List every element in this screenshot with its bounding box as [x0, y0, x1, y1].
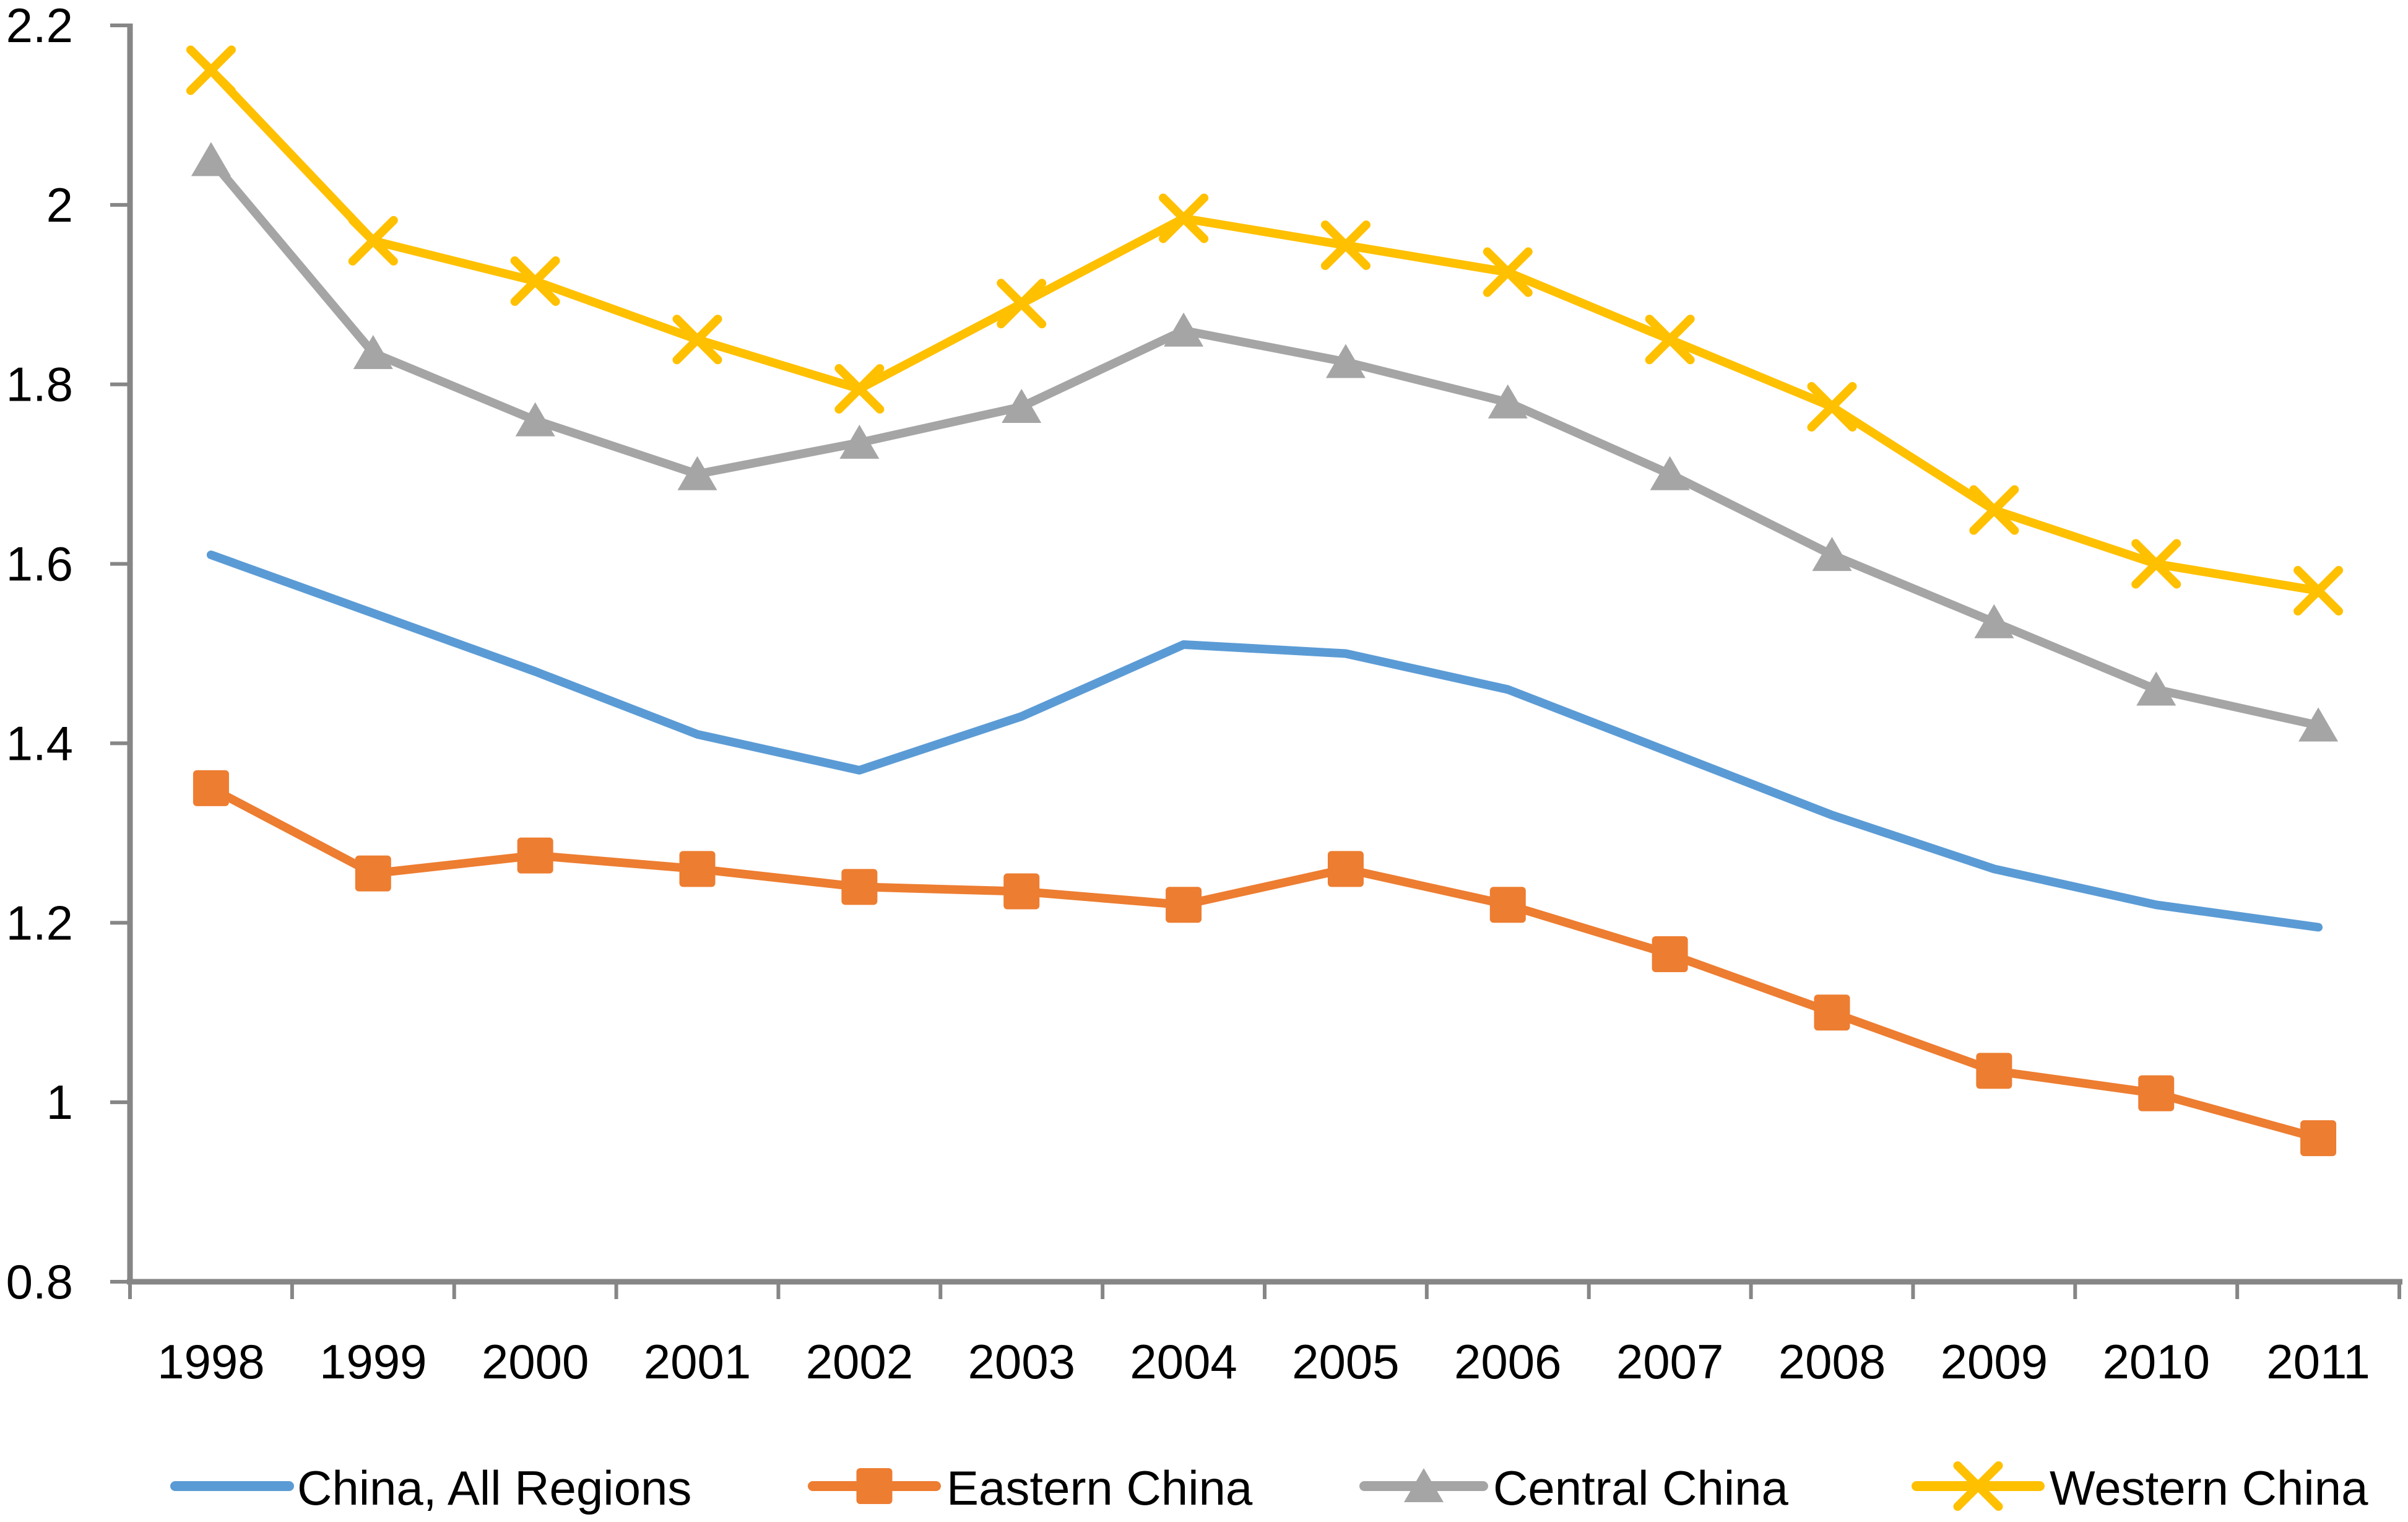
legend-swatch-marker-central-china	[1404, 1468, 1444, 1502]
series-marker-central-china	[677, 456, 717, 490]
legend-swatch-marker-eastern-china	[856, 1468, 893, 1504]
series-marker-central-china	[1488, 384, 1528, 419]
series-marker-western-china	[1969, 485, 2019, 535]
series-marker-eastern-china	[679, 851, 716, 887]
y-tick-label: 1.6	[6, 537, 73, 591]
series-central-china	[191, 142, 2339, 742]
legend-swatch-marker-western-china	[1953, 1461, 2003, 1511]
series-line-central-china	[206, 155, 2323, 730]
series-marker-western-china	[834, 363, 885, 414]
series-marker-western-china	[1159, 193, 1209, 243]
series-marker-eastern-china	[1166, 887, 1202, 923]
series-marker-eastern-china	[1652, 936, 1688, 973]
series-marker-central-china	[1164, 312, 1204, 347]
series-marker-central-china	[1650, 456, 1690, 490]
series-marker-western-china	[2131, 539, 2181, 589]
series-marker-central-china	[515, 402, 555, 437]
legend-item-western-china: Western China	[1912, 1461, 2368, 1515]
legend-item-china-all-regions: China, All Regions	[170, 1461, 691, 1515]
y-tick-label: 2	[46, 178, 73, 232]
y-tick-label: 1.2	[6, 895, 73, 950]
x-tick-label: 2004	[1130, 1334, 1237, 1389]
series-marker-central-china	[353, 334, 393, 369]
x-tick-label: 2000	[482, 1334, 589, 1389]
legend-item-eastern-china: Eastern China	[808, 1461, 1253, 1515]
series-marker-western-china	[1320, 220, 1371, 271]
series-marker-western-china	[2293, 566, 2344, 616]
series-marker-western-china	[510, 256, 560, 307]
series-marker-central-china	[1812, 537, 1852, 572]
x-tick-label: 2009	[1941, 1334, 2048, 1389]
y-axis-ticks	[110, 24, 130, 1284]
series-marker-central-china	[2298, 707, 2339, 742]
series-marker-eastern-china	[2138, 1075, 2175, 1111]
x-tick-label: 2010	[2102, 1334, 2210, 1389]
x-tick-label: 2002	[806, 1334, 914, 1389]
series-western-china	[186, 45, 2344, 616]
x-tick-label: 2006	[1454, 1334, 1562, 1389]
series-marker-central-china	[1974, 604, 2014, 638]
series-marker-central-china	[1325, 344, 1366, 378]
series-marker-western-china	[997, 279, 1047, 329]
x-tick-label: 2007	[1616, 1334, 1724, 1389]
y-tick-label: 1.8	[6, 357, 73, 412]
series-marker-eastern-china	[1489, 887, 1526, 923]
legend-label-eastern-china: Eastern China	[946, 1461, 1253, 1515]
y-tick-label: 0.8	[6, 1255, 73, 1309]
series-marker-central-china	[839, 424, 880, 459]
y-axis-labels: 0.8 1 1.2 1.4 1.6 1.8 2 2.2	[6, 0, 73, 1309]
legend-label-central-china: Central China	[1493, 1461, 1789, 1515]
legend-item-central-china: Central China	[1359, 1461, 1789, 1515]
series-marker-central-china	[1002, 388, 1042, 423]
series-line-china-all-regions	[206, 550, 2323, 932]
x-tick-label: 2003	[968, 1334, 1075, 1389]
series-china-all-regions	[206, 550, 2323, 932]
series-marker-western-china	[1645, 315, 1695, 365]
x-axis-ticks	[128, 1282, 2401, 1299]
x-tick-label: 2011	[2266, 1334, 2370, 1389]
series-marker-central-china	[2136, 671, 2176, 706]
series-line-eastern-china	[206, 783, 2323, 1143]
series-marker-eastern-china	[2300, 1120, 2337, 1157]
y-tick-label: 1.4	[6, 716, 73, 770]
series-marker-eastern-china	[517, 837, 553, 874]
x-tick-label: 1999	[319, 1334, 427, 1389]
x-tick-label: 2008	[1778, 1334, 1886, 1389]
legend: China, All Regions Eastern China Central C…	[170, 1461, 2368, 1515]
series-line-western-china	[206, 66, 2323, 596]
x-tick-label: 2005	[1292, 1334, 1400, 1389]
series-marker-western-china	[672, 315, 722, 365]
series-marker-eastern-china	[355, 855, 391, 892]
series-marker-western-china	[1483, 247, 1533, 297]
series-marker-eastern-china	[193, 770, 229, 806]
series-marker-western-china	[1807, 381, 1857, 432]
x-tick-label: 1998	[157, 1334, 265, 1389]
series-marker-eastern-china	[1327, 851, 1364, 887]
series-marker-central-china	[191, 142, 231, 176]
series-eastern-china	[193, 770, 2337, 1157]
series-marker-eastern-china	[1976, 1053, 2012, 1089]
series-marker-eastern-china	[841, 869, 878, 905]
legend-label-china-all-regions: China, All Regions	[297, 1461, 691, 1515]
y-tick-label: 1	[46, 1075, 73, 1129]
series-marker-eastern-china	[1814, 994, 1850, 1031]
x-tick-label: 2001	[644, 1334, 751, 1389]
series-lines	[186, 45, 2344, 1157]
x-axis-labels: 1998 1999 2000 2001 2002 2003 2004 2005 2006 2007…	[157, 1334, 2370, 1389]
y-tick-label: 2.2	[6, 0, 73, 53]
legend-label-western-china: Western China	[2050, 1461, 2368, 1515]
series-marker-western-china	[186, 45, 236, 95]
series-marker-eastern-china	[1003, 873, 1040, 910]
series-marker-western-china	[348, 215, 398, 266]
